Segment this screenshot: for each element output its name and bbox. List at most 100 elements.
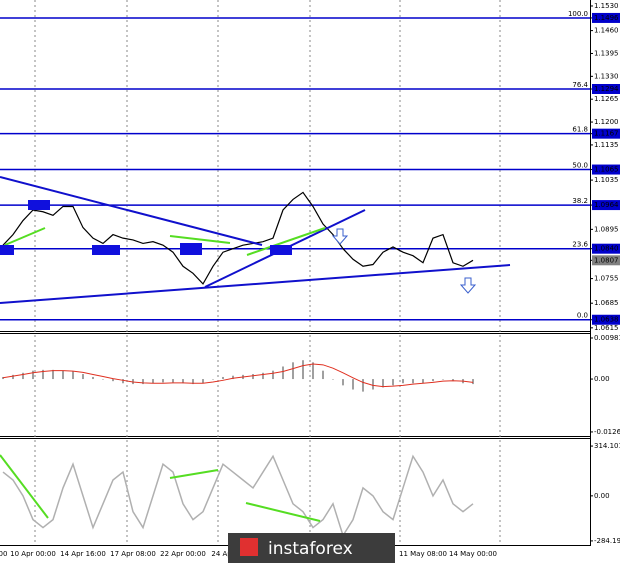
y-tick-label: 1.1135 (594, 141, 619, 149)
bar (402, 379, 404, 384)
bar (422, 379, 424, 384)
bar (252, 374, 254, 380)
bar (392, 379, 394, 386)
fib-label: 23.6 (572, 241, 588, 249)
bar (202, 379, 204, 384)
bar (382, 379, 384, 388)
y-tick-label: 1.0840 (594, 245, 619, 253)
panel-frames (0, 0, 591, 546)
tick-highlight (592, 314, 620, 325)
bar (232, 375, 234, 380)
x-tick-label: 00 (0, 550, 7, 558)
bar (212, 379, 214, 380)
tick-highlight (592, 164, 620, 175)
y-tick-label: 0.00 (594, 492, 610, 500)
vertical-grid (34, 0, 501, 545)
series-line (2, 363, 474, 388)
fib-label: 61.8 (572, 126, 588, 134)
bar (152, 379, 154, 384)
bar (452, 379, 454, 382)
y-tick-label: 0.00 (594, 375, 610, 383)
bar (2, 376, 4, 380)
y-tick-label: 1.1065 (594, 166, 619, 174)
y-tick-label: 1.1167 (594, 130, 619, 138)
bar (222, 376, 224, 380)
x-tick-label: 24 Apr (211, 550, 234, 558)
y-tick-label: 1.0755 (594, 275, 619, 283)
y-tick-label: 1.0964 (594, 201, 619, 209)
bar (92, 376, 94, 380)
bar (182, 379, 184, 384)
fib-label: 100.0 (568, 10, 588, 18)
bar (122, 379, 124, 384)
y-tick-label: 1.1294 (594, 85, 619, 93)
bar (82, 374, 84, 380)
bar (362, 379, 364, 392)
bar (52, 369, 54, 380)
arrows (331, 228, 477, 294)
watermark: instaforex (228, 533, 395, 563)
y-tick-label: 0.00981 (594, 334, 620, 342)
bar (352, 379, 354, 390)
y-tick-label: 1.0895 (594, 225, 619, 233)
bar (72, 371, 74, 380)
bar (12, 374, 14, 380)
bar (22, 372, 24, 380)
series-line (2, 454, 474, 538)
fib-label: 76.4 (572, 81, 588, 89)
fib-label: 0.0 (577, 312, 588, 320)
x-tick-label: 22 Apr 00:00 (160, 550, 206, 558)
x-tick-label: 11 May 08:00 (399, 550, 447, 558)
bar (42, 369, 44, 380)
y-tick-label: 1.0638 (594, 316, 619, 324)
bar (262, 372, 264, 380)
bar (142, 379, 144, 385)
y-tick-label: 314.1014 (594, 442, 620, 450)
y-tick-label: 1.1265 (594, 95, 619, 103)
zone-boxes (0, 200, 292, 255)
watermark-text: instaforex (268, 539, 353, 559)
y-tick-label: 1.1200 (594, 118, 619, 126)
y-tick-label: 1.0685 (594, 299, 619, 307)
bar (442, 379, 444, 380)
fib-label: 38.2 (572, 197, 588, 205)
y-tick-label: 1.1330 (594, 72, 619, 80)
bar (172, 379, 174, 383)
tick-highlight (592, 200, 620, 211)
series-line (2, 191, 474, 285)
x-tick-label: 10 Apr 00:00 (10, 550, 56, 558)
y-tick-label: 1.0615 (594, 324, 619, 332)
fib-label: 50.0 (572, 162, 588, 170)
y-tick-label: 1.1530 (594, 2, 619, 10)
tick-highlight (592, 128, 620, 139)
bar (282, 366, 284, 380)
bar (332, 379, 334, 380)
y-tick-label: 1.1460 (594, 27, 619, 35)
bar (272, 370, 274, 380)
y-tick-label: 1.0807 (594, 256, 619, 264)
y-tick-label: 1.1496 (594, 14, 619, 22)
bar (322, 370, 324, 380)
bar (302, 360, 304, 380)
tick-highlight (592, 255, 620, 266)
bar (472, 379, 474, 385)
bar (162, 379, 164, 383)
bar (412, 379, 414, 384)
y-tick-label: 1.1035 (594, 176, 619, 184)
divergence-lines (0, 227, 326, 522)
x-tick-label: 14 Apr 16:00 (60, 550, 106, 558)
bar (342, 379, 344, 386)
tick-highlight (592, 83, 620, 94)
bar (102, 379, 104, 380)
bar (112, 379, 114, 382)
bar (432, 379, 434, 382)
x-tick-label: 14 May 00:00 (449, 550, 497, 558)
bar (32, 370, 34, 380)
y-tick-label: -284.1960 (594, 537, 620, 545)
tick-highlight (592, 243, 620, 254)
bar (192, 379, 194, 385)
x-tick-label: 17 Apr 08:00 (110, 550, 156, 558)
bar (62, 370, 64, 380)
bar (292, 362, 294, 380)
